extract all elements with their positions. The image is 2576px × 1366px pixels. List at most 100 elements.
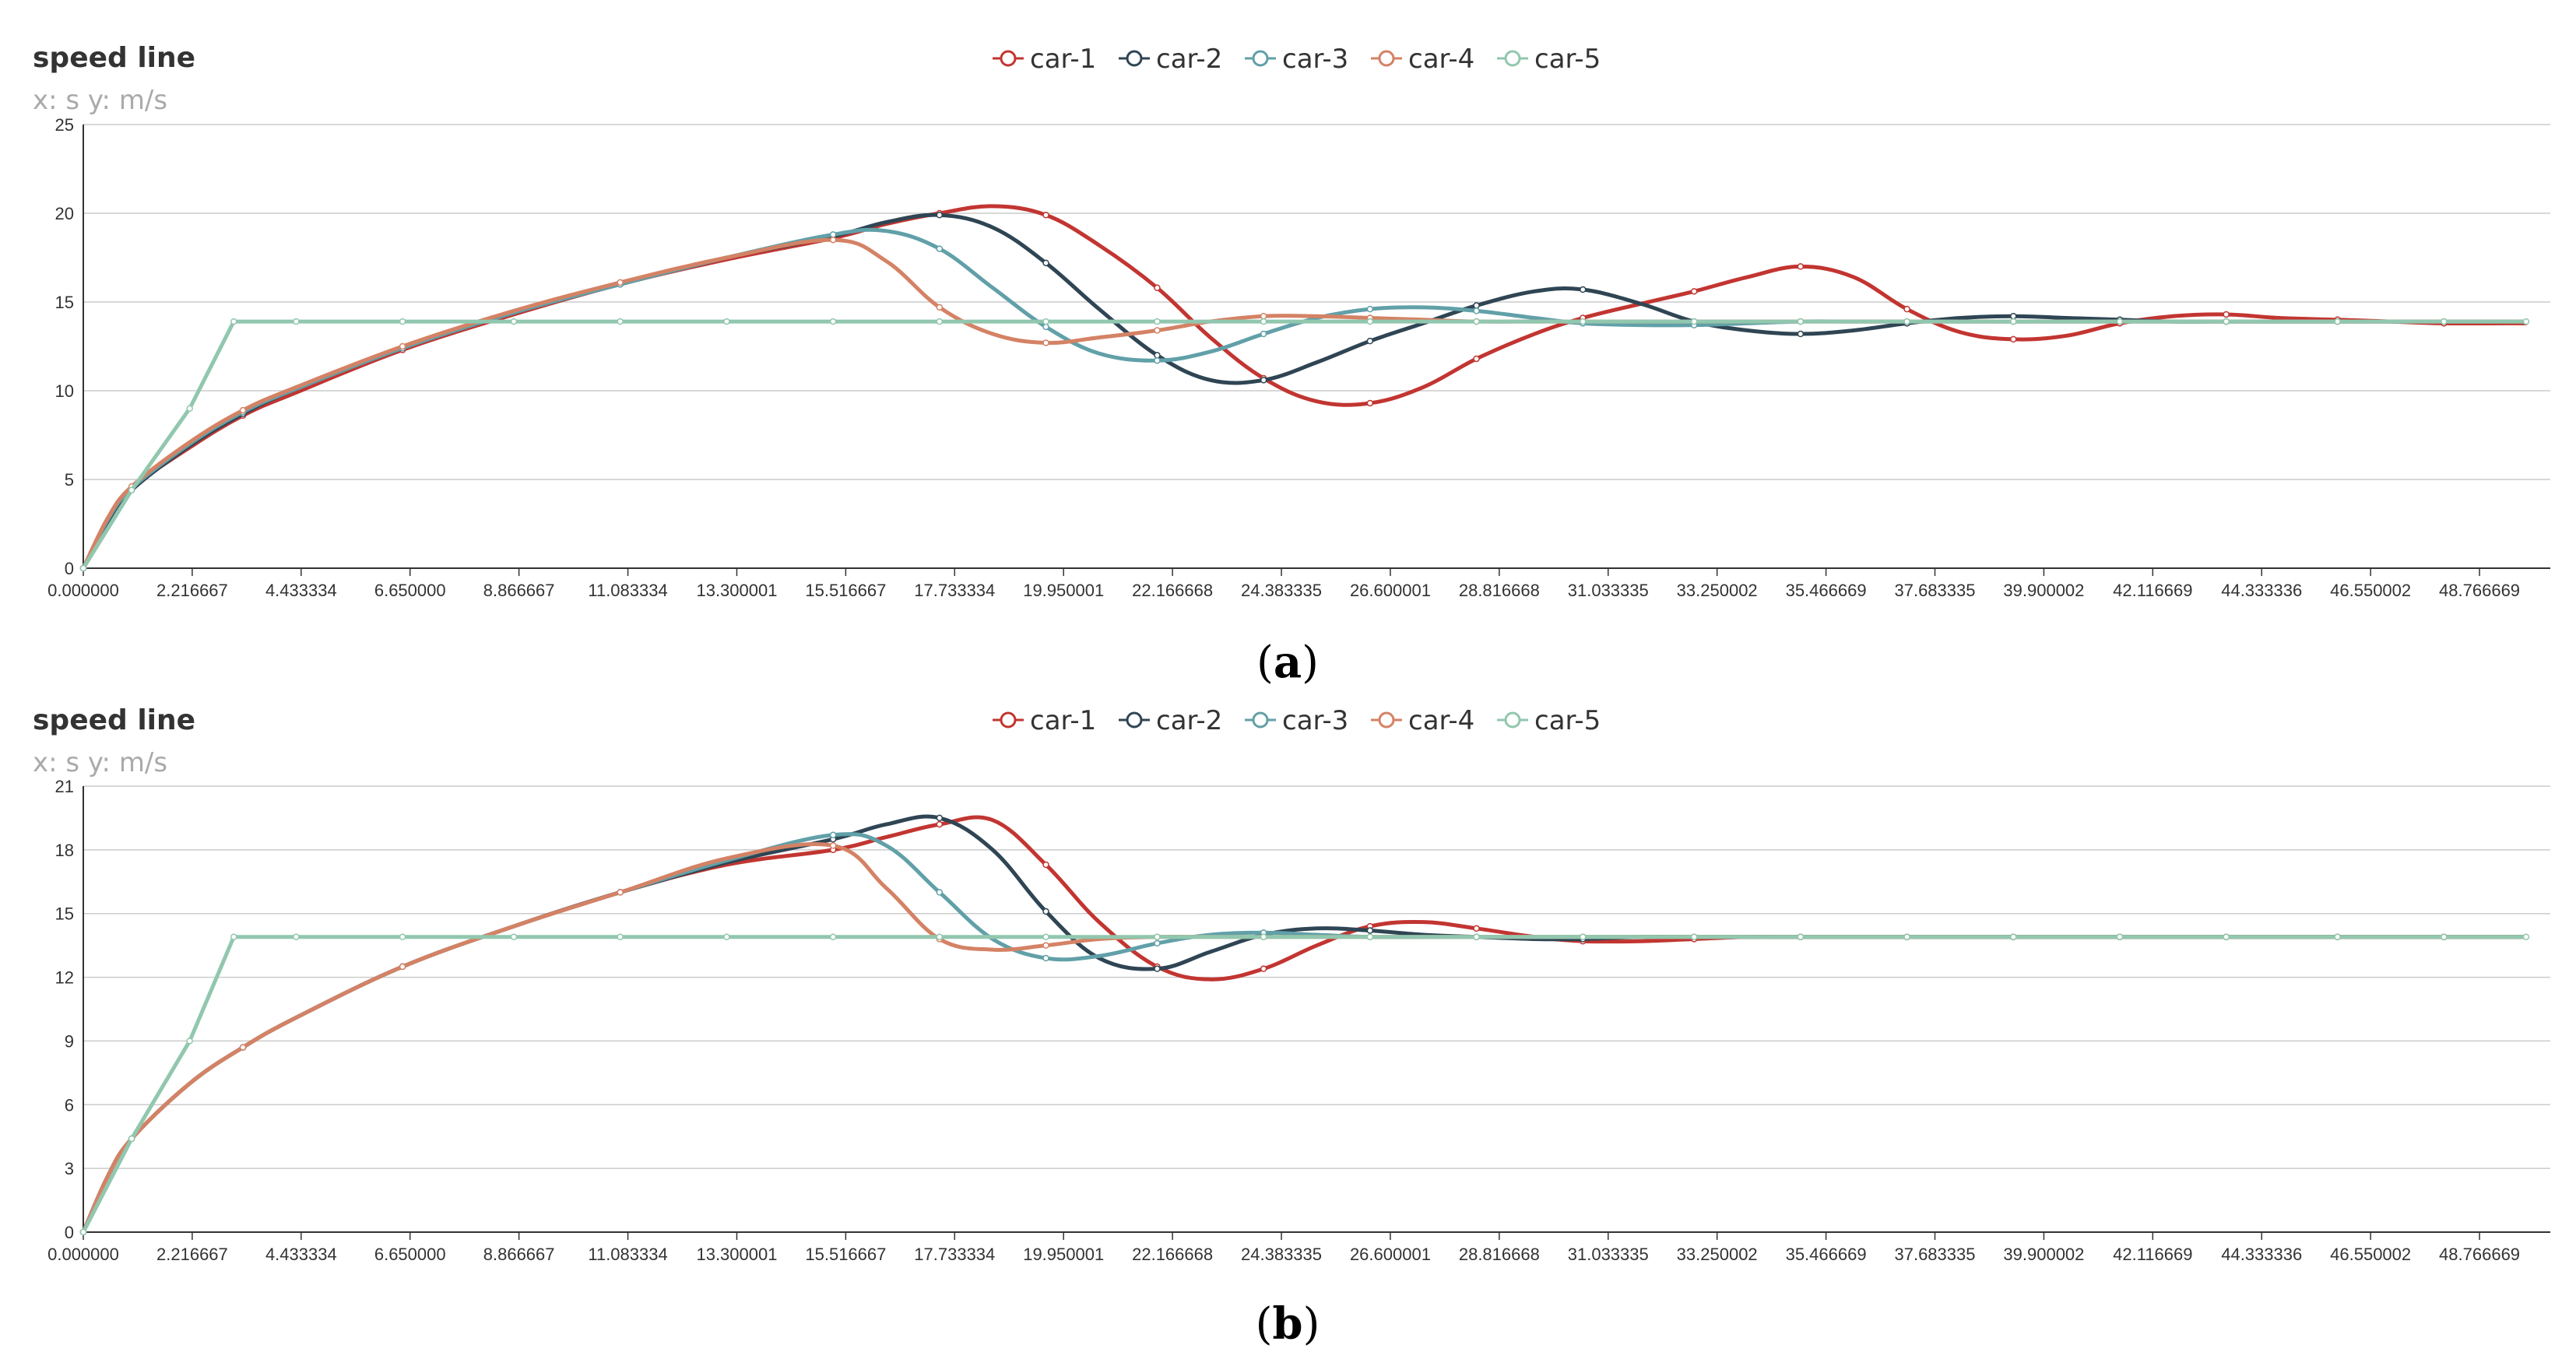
y-tick-label: 0 xyxy=(65,1223,74,1242)
data-point xyxy=(617,933,624,940)
data-point xyxy=(510,933,518,940)
data-point xyxy=(1042,908,1049,915)
series-line xyxy=(81,841,2529,1234)
chart-subtitle: x: s y: m/s xyxy=(33,747,167,778)
data-point xyxy=(79,564,87,572)
chart-subtitle: x: s y: m/s xyxy=(33,85,167,116)
legend-item-car-1: car-1 xyxy=(993,44,1096,75)
data-point xyxy=(2522,318,2530,325)
data-point xyxy=(1042,861,1049,869)
series-car-4 xyxy=(79,236,2529,572)
series-car-5 xyxy=(79,318,2530,572)
data-point xyxy=(1154,933,1161,940)
x-tick-label: 35.466669 xyxy=(1786,1245,1867,1264)
series-car-3 xyxy=(79,831,2529,1236)
legend-label: car-4 xyxy=(1408,705,1474,736)
chart-panel-b: speed line x: s y: m/s 0 3 6 9 12 15 18 21 0.00000… xyxy=(33,704,2550,1350)
data-point xyxy=(1042,942,1049,949)
data-point xyxy=(617,318,624,325)
x-tick-label: 19.950001 xyxy=(1023,1245,1104,1264)
x-tick-label: 31.033335 xyxy=(1568,581,1649,600)
x-tick-label: 31.033335 xyxy=(1568,1245,1649,1264)
x-tick-label: 17.733334 xyxy=(914,1245,995,1264)
legend-label: car-1 xyxy=(1030,44,1096,75)
data-point xyxy=(399,342,406,350)
data-point xyxy=(617,889,624,896)
data-point xyxy=(723,318,730,325)
legend-item-car-3: car-3 xyxy=(1245,44,1348,75)
legend-item-car-5: car-5 xyxy=(1497,44,1601,75)
data-point xyxy=(1042,933,1049,940)
data-point xyxy=(293,933,300,940)
legend-label: car-1 xyxy=(1030,705,1096,736)
data-point xyxy=(1797,330,1805,338)
series-line xyxy=(81,814,2529,1234)
data-point xyxy=(510,318,518,325)
x-tick-label: 42.116669 xyxy=(2113,1245,2192,1264)
data-point xyxy=(1366,337,1374,345)
legend-item-car-3: car-3 xyxy=(1245,705,1348,736)
data-point xyxy=(230,933,237,940)
y-tick-label: 10 xyxy=(55,381,74,401)
data-point xyxy=(829,933,837,940)
legend-marker-icon xyxy=(1252,50,1269,67)
x-tick-label: 33.250002 xyxy=(1677,1245,1758,1264)
data-point xyxy=(1154,318,1161,325)
x-tick-label: 15.516667 xyxy=(805,1245,886,1264)
data-point xyxy=(1154,327,1161,334)
data-point xyxy=(2223,318,2230,325)
series-car-3 xyxy=(79,227,2529,572)
y-tick-label: 0 xyxy=(65,559,74,578)
data-point xyxy=(936,814,944,822)
data-point xyxy=(2010,933,2017,940)
data-point xyxy=(186,405,193,413)
x-tick-label: 11.083334 xyxy=(588,581,667,600)
data-point xyxy=(1154,939,1161,947)
data-point xyxy=(829,831,837,839)
series-car-1 xyxy=(79,815,2529,1236)
data-point xyxy=(1580,933,1587,940)
data-point xyxy=(1690,318,1698,325)
data-point xyxy=(1260,318,1267,325)
x-tick-label: 17.733334 xyxy=(914,581,995,600)
y-tick-label: 15 xyxy=(55,904,74,924)
data-point xyxy=(1797,318,1805,325)
data-point xyxy=(230,318,237,325)
data-point xyxy=(128,1135,135,1143)
x-tick-label: 26.600001 xyxy=(1350,581,1431,600)
data-point xyxy=(1580,318,1587,325)
legend-marker-icon xyxy=(1126,50,1143,67)
data-point xyxy=(2441,933,2448,940)
data-point xyxy=(79,1228,87,1236)
data-point xyxy=(399,318,406,325)
x-tick-label: 8.866667 xyxy=(483,1245,555,1264)
panel-caption: (b) xyxy=(1256,1298,1320,1350)
data-point xyxy=(936,318,944,325)
legend-item-car-1: car-1 xyxy=(993,705,1096,736)
legend-marker-icon xyxy=(1504,50,1521,67)
data-point xyxy=(2010,312,2017,320)
series-car-4 xyxy=(79,841,2529,1236)
data-point xyxy=(829,236,837,244)
x-tick-label: 11.083334 xyxy=(588,1245,667,1264)
legend-label: car-5 xyxy=(1534,705,1601,736)
data-point xyxy=(1366,318,1374,325)
x-tick-label: 42.116669 xyxy=(2113,581,2192,600)
series-line xyxy=(81,204,2529,571)
y-tick-label: 18 xyxy=(55,841,74,860)
legend-marker-icon xyxy=(1000,711,1017,729)
data-point xyxy=(936,212,944,219)
data-point xyxy=(829,318,837,325)
data-point xyxy=(1154,284,1161,292)
x-tick-label: 19.950001 xyxy=(1023,581,1104,600)
legend-label: car-4 xyxy=(1408,44,1474,75)
x-tick-label: 28.816668 xyxy=(1459,581,1540,600)
legend-marker-icon xyxy=(1378,711,1395,729)
data-point xyxy=(2522,933,2530,940)
data-point xyxy=(1042,954,1049,962)
x-tick-label: 6.650000 xyxy=(374,1245,446,1264)
series-line xyxy=(81,815,2529,1234)
y-tick-label: 9 xyxy=(65,1031,74,1051)
data-point xyxy=(936,245,944,252)
data-point xyxy=(399,963,406,971)
